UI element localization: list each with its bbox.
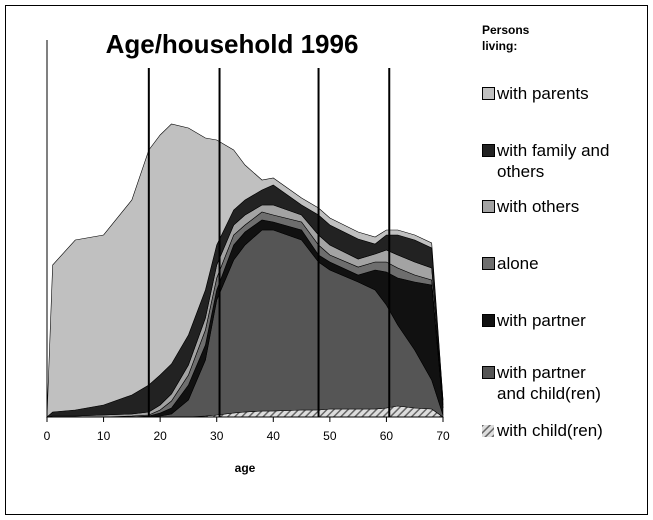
legend-swatch	[482, 87, 495, 100]
x-tick-label: 10	[97, 429, 111, 443]
legend-swatch	[482, 425, 494, 437]
legend-title: Persons living:	[482, 23, 530, 53]
x-tick-label: 20	[153, 429, 167, 443]
legend-label: with family and others	[497, 141, 610, 181]
x-tick-label: 0	[44, 429, 51, 443]
frame	[5, 5, 648, 515]
legend-label: with others	[497, 197, 580, 216]
legend-swatch	[482, 366, 495, 379]
legend-swatch	[482, 144, 495, 157]
legend-swatch	[482, 257, 495, 270]
legend-swatch	[482, 200, 495, 213]
legend-label: alone	[497, 254, 539, 273]
chart-title: Age/household 1996	[106, 29, 359, 59]
legend-label: with partner	[497, 311, 586, 330]
x-tick-label: 70	[436, 429, 450, 443]
x-tick-label: 50	[323, 429, 337, 443]
x-tick-label: 40	[267, 429, 281, 443]
x-axis-label: age	[235, 461, 256, 475]
x-tick-label: 60	[380, 429, 394, 443]
area	[46, 123, 444, 418]
legend-label: with partner and child(ren)	[497, 363, 601, 403]
legend-swatch	[482, 314, 495, 327]
legend-label: with parents	[497, 84, 589, 103]
legend-label: with child(ren)	[497, 421, 603, 440]
x-tick-label: 30	[210, 429, 224, 443]
